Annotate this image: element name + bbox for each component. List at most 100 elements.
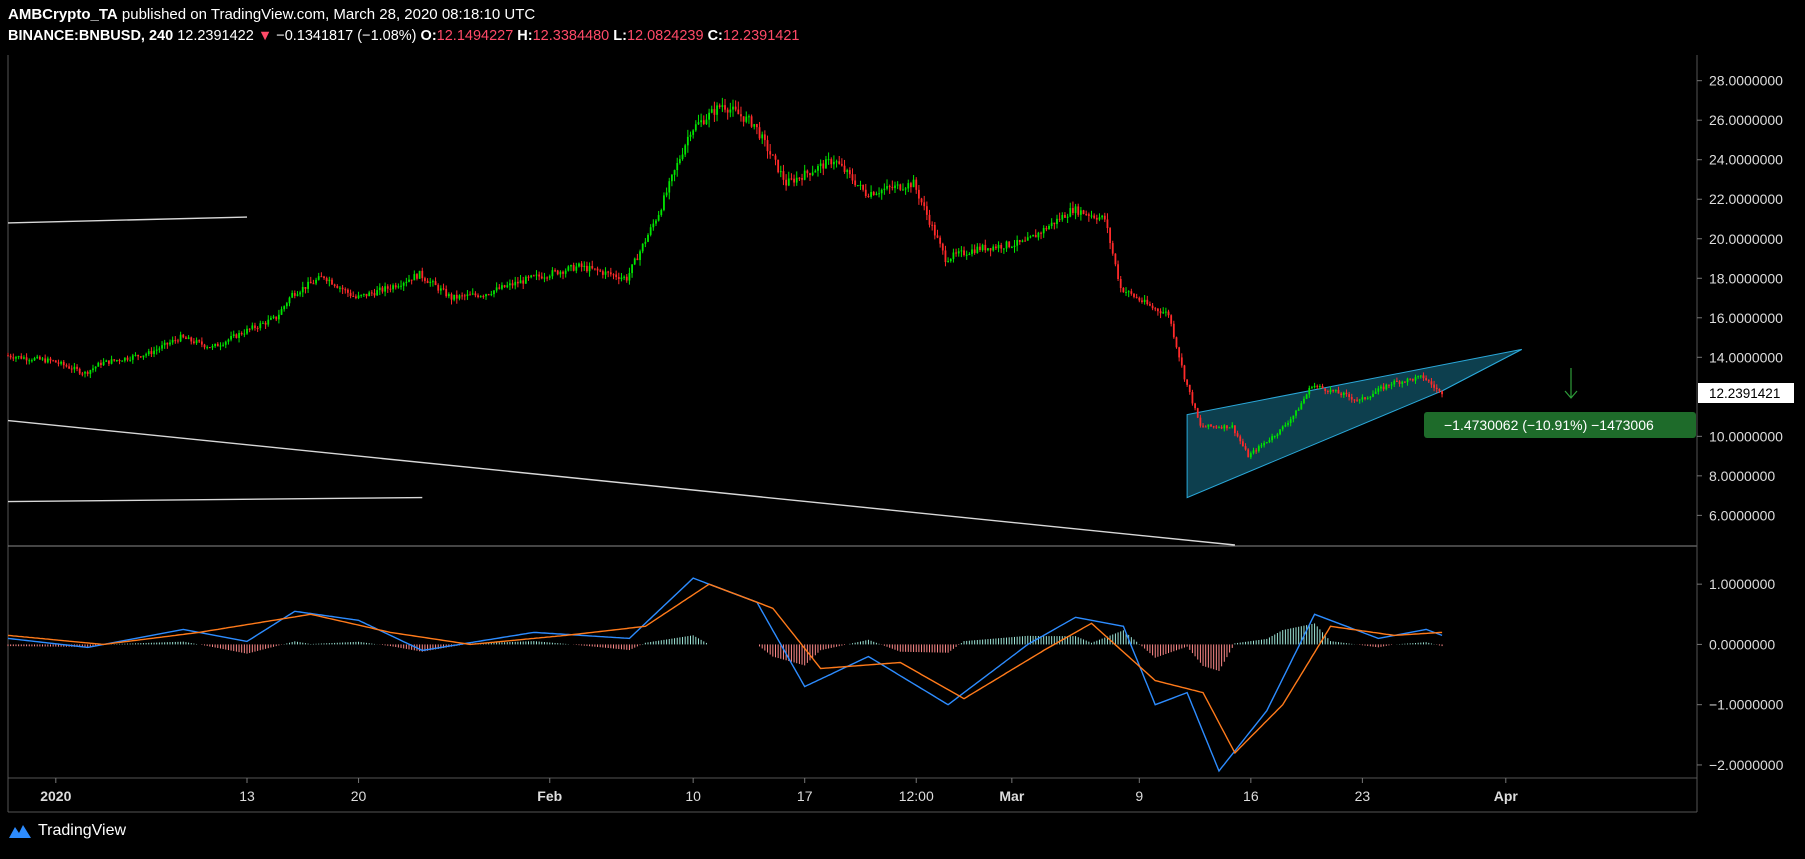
candle-body [875,193,878,195]
candle-body [702,120,705,125]
candle-body [848,170,851,175]
candle-body [501,285,503,289]
candle-body [1273,436,1276,438]
candle-body [1098,217,1101,220]
candle-body [270,317,272,320]
candle-body [1422,375,1425,379]
candle-body [758,127,761,139]
tradingview-logo[interactable]: TradingView [8,822,126,840]
candle-body [1234,425,1236,434]
price-change: −0.1341817 (−1.08%) [276,28,417,44]
candle-body [891,187,894,189]
candle-body [272,316,275,318]
candle-body [131,355,134,360]
candle-body [394,285,397,288]
candle-body [1406,378,1409,383]
candle-body [208,347,211,349]
candle-body [315,279,317,284]
candle-body [551,270,554,277]
candle-body [70,368,73,370]
candle-body [317,276,320,280]
candle-body [1292,415,1295,420]
macd-signal-line [7,583,1443,755]
candle-body [692,130,695,135]
candle-body [23,357,25,359]
trendlines[interactable] [7,216,1235,546]
candle-body [102,361,105,366]
candle-body [745,116,748,122]
candle-body [166,342,169,345]
brand-name: TradingView [38,822,127,839]
candle-body [115,359,118,361]
candle-body [559,271,562,275]
candle-body [192,341,195,344]
candle-body [663,195,665,211]
candle-body [1056,218,1058,225]
candle-body [275,316,278,320]
candle-body [671,174,673,182]
candle-body [227,339,230,342]
candle-body [570,265,572,267]
candle-body [1008,241,1011,248]
candle-body [713,109,716,115]
candle-body [546,277,548,279]
candle-body [697,122,700,125]
candle-body [716,105,718,115]
candle-body [785,179,788,186]
candle-body [381,287,384,292]
candle-body [1167,311,1170,316]
candle-body [301,287,304,293]
candle-body [1385,384,1388,390]
candle-body [1257,446,1260,452]
candle-body [426,280,429,284]
candle-body [1244,446,1247,450]
candle-body [615,274,618,278]
candle-body [708,112,710,120]
candle-body [567,266,570,271]
candle-body [1186,379,1189,385]
macd-axis[interactable]: 1.0000000 0.0000000 −1.0000000 −2.0000000 [1697,576,1784,773]
price-tick-label: 6.0000000 [1709,507,1775,523]
candle-body [195,340,198,344]
candle-body [1026,237,1029,241]
candle-body [771,154,774,156]
candle-body [147,351,150,355]
candle-body [817,166,819,171]
candle-body [639,251,641,261]
candle-body [987,248,989,251]
candle-body [1135,296,1138,298]
candle-body [405,281,408,283]
candle-body [487,294,490,296]
candle-body [644,241,647,244]
candle-body [1034,234,1037,238]
candle-body [68,366,70,369]
price-axis[interactable]: 28.0000000 26.0000000 24.0000000 22.0000000… [1697,73,1783,524]
candle-body [516,281,519,284]
candle-body [843,165,846,172]
author-name[interactable]: AMBCrypto_TA [8,6,118,23]
candle-body [1013,245,1016,247]
candle-body [461,295,464,297]
candle-body [203,344,206,348]
candle-body [1430,381,1433,385]
candle-body [527,276,530,278]
candle-body [222,344,225,346]
candle-body [1101,215,1104,218]
candle-body [748,116,750,118]
candle-body [761,134,764,139]
candle-body [177,340,179,342]
measure-label[interactable]: −1.4730062 (−10.91%) −1473006 [1424,412,1696,438]
candle-body [583,265,586,268]
candle-body [52,360,55,362]
candle-body [1183,365,1186,380]
candle-body [896,184,899,186]
candle-body [137,354,140,357]
candle-body [277,314,280,320]
candle-body [633,258,636,265]
candle-body [447,294,450,297]
time-axis[interactable]: 2020 13 20 Feb 10 17 12:00 Mar 9 16 23 Apr [40,778,1518,804]
candle-body [1082,210,1085,214]
price-tick-label: 24.0000000 [1709,152,1783,168]
candle-body [1313,385,1316,388]
